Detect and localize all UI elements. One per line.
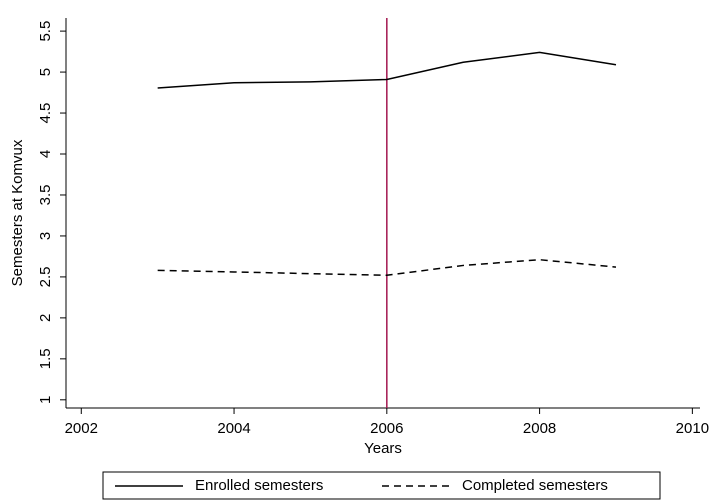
- y-tick-label: 1: [37, 396, 54, 404]
- y-tick-label: 2: [37, 314, 54, 322]
- x-tick-label: 2010: [676, 420, 709, 437]
- y-tick-label: 1.5: [37, 348, 54, 369]
- x-tick-label: 2004: [217, 420, 250, 437]
- y-tick-label: 5: [37, 68, 54, 76]
- legend-label: Completed semesters: [462, 477, 608, 494]
- x-tick-label: 2006: [370, 420, 403, 437]
- x-axis-label: Years: [364, 440, 402, 457]
- y-tick-label: 4.5: [37, 103, 54, 124]
- y-tick-label: 2.5: [37, 266, 54, 287]
- y-tick-label: 3.5: [37, 185, 54, 206]
- x-tick-label: 2002: [65, 420, 98, 437]
- y-tick-label: 5.5: [37, 21, 54, 42]
- series-line: [157, 258, 617, 277]
- y-tick-label: 3: [37, 232, 54, 240]
- x-tick-label: 2008: [523, 420, 556, 437]
- legend-label: Enrolled semesters: [195, 477, 323, 494]
- series-line: [157, 51, 617, 89]
- legend-box: [102, 471, 661, 500]
- y-tick-label: 4: [37, 150, 54, 158]
- y-axis-label: Semesters at Komvux: [9, 139, 26, 286]
